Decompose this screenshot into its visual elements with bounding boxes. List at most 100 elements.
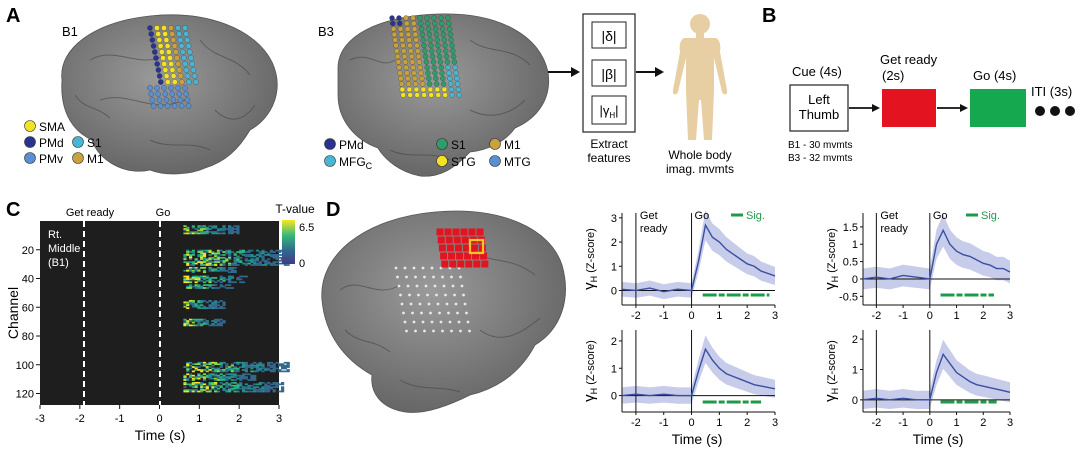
b1-electrode xyxy=(162,67,169,73)
heatmap-cell xyxy=(222,387,226,390)
b3-electrode xyxy=(417,15,423,21)
heatmap-cell xyxy=(247,364,251,367)
heatmap-cell xyxy=(202,258,207,261)
d-active-electrode xyxy=(472,252,480,260)
heatmap-cell xyxy=(264,261,268,263)
heatmap-cell xyxy=(264,259,268,262)
b3-electrode xyxy=(408,48,414,54)
d-electrode xyxy=(418,302,422,306)
heatmap-cell xyxy=(205,232,209,235)
heatmap-cell xyxy=(202,281,207,284)
feature-stack: |δ| |β| |γH| xyxy=(582,13,636,133)
heatmap-cell xyxy=(250,255,254,258)
heatmap-cell xyxy=(236,367,240,370)
b1-electrode xyxy=(184,73,191,79)
heatmap-cell xyxy=(216,370,221,373)
heatmap-cell xyxy=(230,367,234,370)
heatmap-cell xyxy=(200,389,204,391)
heatmap-cell xyxy=(230,364,234,367)
b3-electrode xyxy=(435,42,441,49)
heatmap-cell xyxy=(214,259,218,262)
tc-x-tick-label: -2 xyxy=(871,417,881,429)
b1-electrode xyxy=(167,55,173,61)
heatmap-cell xyxy=(216,249,221,252)
heatmap-cell xyxy=(228,271,232,274)
heatmap-cell xyxy=(200,249,204,252)
heatmap-cell xyxy=(241,281,246,284)
heatmap-cell xyxy=(264,369,268,371)
d-electrode xyxy=(420,311,423,315)
heatmap-cell xyxy=(188,384,193,387)
heatmap-cell xyxy=(191,374,195,377)
heatmap-cell xyxy=(214,254,218,256)
heatmap-cell xyxy=(225,382,229,384)
d-active-electrode xyxy=(460,228,468,236)
heatmap-cell xyxy=(233,254,237,256)
heatmap-cell xyxy=(228,232,232,235)
heatmap-cell xyxy=(230,387,234,390)
heatmap-cell xyxy=(183,386,187,389)
heatmap-cell xyxy=(250,258,254,261)
heatmap-cell xyxy=(219,277,223,279)
heatmap-cell xyxy=(278,259,282,262)
heatmap-cell xyxy=(275,382,279,384)
b1-electrode xyxy=(155,31,161,37)
tc-y-tick-label: 1.5 xyxy=(843,222,858,234)
heatmap-cell xyxy=(200,279,204,282)
b3-electrode xyxy=(400,92,406,98)
heatmap-cell xyxy=(230,268,234,271)
d-active-electrode xyxy=(445,236,453,244)
b1-electrode xyxy=(161,85,167,91)
heatmap-cell xyxy=(258,363,262,366)
b3-electrode xyxy=(445,64,451,71)
svg-text:MTG: MTG xyxy=(504,155,531,169)
b1-electrode xyxy=(178,43,185,49)
heatmap-cell xyxy=(197,363,201,366)
b3-electrode xyxy=(423,59,430,65)
tc-mean-line xyxy=(862,228,1011,280)
heatmap-cell xyxy=(197,269,201,272)
heatmap-cell xyxy=(230,264,234,266)
d-electrode xyxy=(399,293,402,297)
heatmap-cell xyxy=(186,254,190,256)
b3-electrode xyxy=(396,15,402,21)
heatmap-cell xyxy=(219,228,223,230)
heatmap-cell xyxy=(244,364,248,367)
b1-electrode xyxy=(163,73,170,79)
heatmap-cell xyxy=(214,264,218,266)
heatmap-get-ready-label: Get ready xyxy=(66,207,115,219)
heatmap-cell xyxy=(214,369,218,371)
heatmap-cell xyxy=(188,254,193,256)
heatmap-cell xyxy=(278,390,282,393)
b3-electrode xyxy=(445,15,451,21)
heatmap-cell xyxy=(188,374,193,377)
b3-electrode xyxy=(455,86,462,93)
heatmap-cell xyxy=(205,366,209,368)
heatmap-cell xyxy=(194,278,198,281)
heatmap-cell xyxy=(183,389,187,391)
heatmap-cell xyxy=(258,251,262,253)
timecourse-d-left-top: -2 -1 0 1 2 3 0 1 2 3 γH (Z-score) Get ready Go Sig. xyxy=(581,209,778,322)
heatmap-cell xyxy=(191,254,195,256)
heatmap-cell xyxy=(202,256,207,259)
b3-electrode xyxy=(389,15,395,21)
heatmap-cell xyxy=(186,364,190,367)
heatmap-cell xyxy=(211,374,215,377)
heatmap-cell xyxy=(191,386,195,389)
heatmap-cell xyxy=(278,256,282,259)
heatmap-cell xyxy=(186,373,190,376)
heatmap-cell xyxy=(191,225,195,228)
heatmap-cell xyxy=(188,281,193,284)
tc-mean-line xyxy=(621,347,776,397)
heatmap-cell xyxy=(230,277,234,279)
heatmap-cell xyxy=(205,279,209,282)
heatmap-cell xyxy=(216,369,221,371)
svg-text:M1: M1 xyxy=(87,152,104,166)
heatmap-cell xyxy=(194,305,198,308)
heatmap-cell xyxy=(194,287,198,289)
heatmap-cell xyxy=(214,252,218,255)
heatmap-cell xyxy=(258,364,262,367)
heatmap-cell xyxy=(219,232,223,235)
heatmap-cell xyxy=(222,279,226,282)
heatmap-cell xyxy=(228,226,232,229)
